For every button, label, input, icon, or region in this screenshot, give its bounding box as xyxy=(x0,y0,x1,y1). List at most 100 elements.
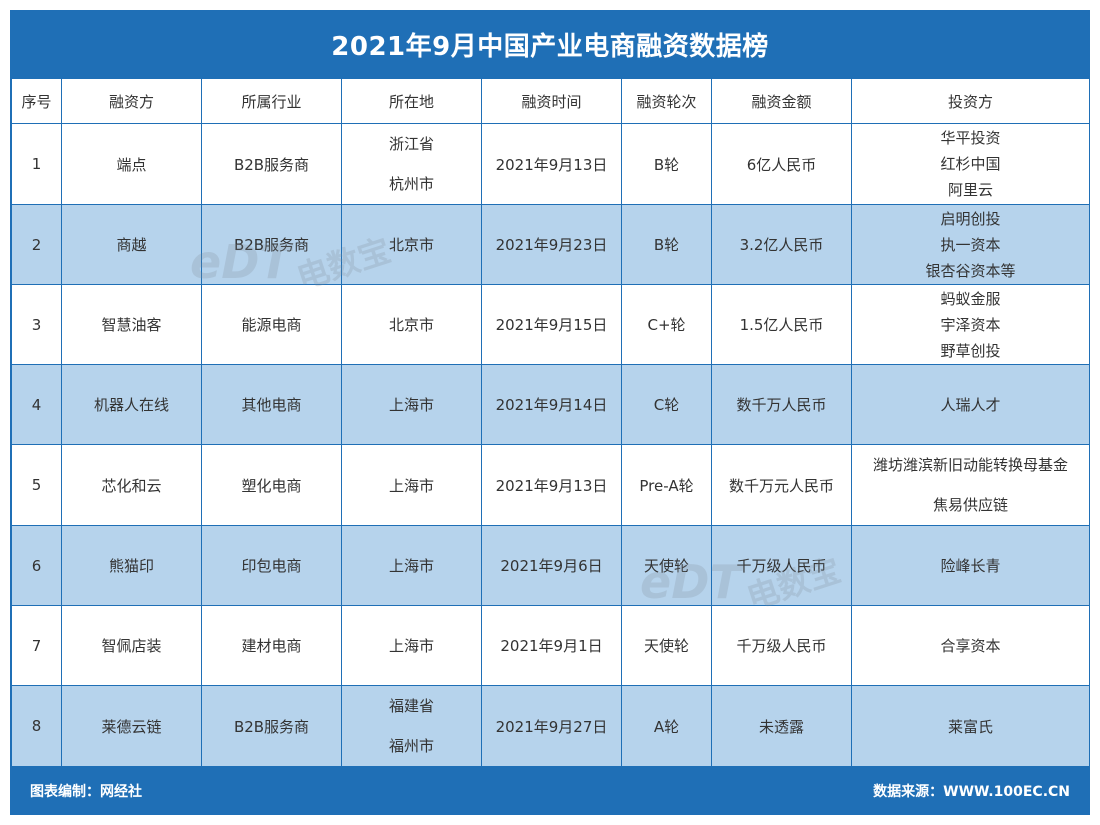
cell-industry: B2B服务商 xyxy=(201,123,342,205)
table-row: 8 莱德云链 B2B服务商 福建省福州市 2021年9月27日 A轮 未透露 莱… xyxy=(11,685,1090,767)
cell-industry: 能源电商 xyxy=(201,284,342,365)
header-location: 所在地 xyxy=(341,78,482,124)
cell-location: 北京市 xyxy=(341,204,482,285)
investor-line: 潍坊潍滨新旧动能转换母基金 xyxy=(872,456,1068,474)
cell-amount: 6亿人民币 xyxy=(711,123,852,205)
report-frame: 2021年9月中国产业电商融资数据榜 序号 融资方 所属行业 所在地 融资时间 … xyxy=(10,10,1090,815)
cell-no: 2 xyxy=(11,204,62,285)
header-company: 融资方 xyxy=(61,78,202,124)
table-row: 3 智慧油客 能源电商 北京市 2021年9月15日 C+轮 1.5亿人民币 蚂… xyxy=(11,284,1090,365)
cell-company: 端点 xyxy=(61,123,202,205)
cell-round: A轮 xyxy=(621,685,712,767)
cell-industry: 印包电商 xyxy=(201,525,342,606)
cell-location: 上海市 xyxy=(341,364,482,445)
cell-no: 1 xyxy=(11,123,62,205)
location-line: 福州市 xyxy=(388,737,434,755)
cell-date: 2021年9月15日 xyxy=(481,284,622,365)
table-row: 5 芯化和云 塑化电商 上海市 2021年9月13日 Pre-A轮 数千万元人民… xyxy=(11,444,1090,526)
cell-round: B轮 xyxy=(621,204,712,285)
header-round: 融资轮次 xyxy=(621,78,712,124)
cell-date: 2021年9月1日 xyxy=(481,605,622,686)
cell-company: 机器人在线 xyxy=(61,364,202,445)
investor-line: 宇泽资本 xyxy=(940,315,1001,334)
cell-round: Pre-A轮 xyxy=(621,444,712,526)
cell-location: 福建省 福州市 xyxy=(341,685,482,767)
cell-company: 熊猫印 xyxy=(61,525,202,606)
cell-company: 智佩店装 xyxy=(61,605,202,686)
cell-no: 7 xyxy=(11,605,62,686)
footer-bar: 图表编制：网经社 数据来源：WWW.100EC.CN xyxy=(10,766,1090,815)
cell-industry: B2B服务商 xyxy=(201,204,342,285)
cell-date: 2021年9月6日 xyxy=(481,525,622,606)
investor-line: 蚂蚁金服 xyxy=(940,289,1001,308)
cell-investors: 启明创投执一资本银杏谷资本等 xyxy=(851,204,1090,285)
cell-no: 4 xyxy=(11,364,62,445)
cell-industry: 塑化电商 xyxy=(201,444,342,526)
cell-round: B轮 xyxy=(621,123,712,205)
cell-investors: 华平投资红杉中国阿里云 xyxy=(851,123,1090,205)
cell-location: 上海市 xyxy=(341,444,482,526)
table-header-row: 序号 融资方 所属行业 所在地 融资时间 融资轮次 融资金额 投资方 xyxy=(11,78,1090,124)
cell-location: 上海市 xyxy=(341,605,482,686)
cell-amount: 千万级人民币 xyxy=(711,605,852,686)
cell-investors: 蚂蚁金服宇泽资本野草创投 xyxy=(851,284,1090,365)
investor-line: 执一资本 xyxy=(940,235,1001,254)
cell-amount: 1.5亿人民币 xyxy=(711,284,852,365)
header-amount: 融资金额 xyxy=(711,78,852,124)
table-row: 6 熊猫印 印包电商 上海市 2021年9月6日 天使轮 千万级人民币 险峰长青 xyxy=(11,525,1090,606)
header-investors: 投资方 xyxy=(851,78,1090,124)
header-date: 融资时间 xyxy=(481,78,622,124)
cell-company: 莱德云链 xyxy=(61,685,202,767)
cell-date: 2021年9月23日 xyxy=(481,204,622,285)
cell-amount: 未透露 xyxy=(711,685,852,767)
cell-industry: 建材电商 xyxy=(201,605,342,686)
cell-round: 天使轮 xyxy=(621,605,712,686)
investor-line: 银杏谷资本等 xyxy=(925,261,1016,280)
cell-no: 6 xyxy=(11,525,62,606)
investor-line: 阿里云 xyxy=(947,181,993,199)
investor-line: 野草创投 xyxy=(940,341,1001,360)
cell-round: C+轮 xyxy=(621,284,712,365)
cell-amount: 数千万人民币 xyxy=(711,364,852,445)
financing-table: 序号 融资方 所属行业 所在地 融资时间 融资轮次 融资金额 投资方 1 端点 … xyxy=(11,78,1090,767)
header-no: 序号 xyxy=(11,78,62,124)
cell-investors: 险峰长青 xyxy=(851,525,1090,606)
cell-amount: 千万级人民币 xyxy=(711,525,852,606)
investor-line: 红杉中国 xyxy=(940,155,1001,173)
cell-date: 2021年9月13日 xyxy=(481,123,622,205)
cell-no: 8 xyxy=(11,685,62,767)
table-row: 2 商越 B2B服务商 北京市 2021年9月23日 B轮 3.2亿人民币 启明… xyxy=(11,204,1090,285)
cell-investors: 莱富氏 xyxy=(851,685,1090,767)
cell-company: 商越 xyxy=(61,204,202,285)
table-row: 4 机器人在线 其他电商 上海市 2021年9月14日 C轮 数千万人民币 人瑞… xyxy=(11,364,1090,445)
cell-investors: 合享资本 xyxy=(851,605,1090,686)
cell-no: 3 xyxy=(11,284,62,365)
cell-amount: 3.2亿人民币 xyxy=(711,204,852,285)
cell-company: 智慧油客 xyxy=(61,284,202,365)
cell-company: 芯化和云 xyxy=(61,444,202,526)
cell-amount: 数千万元人民币 xyxy=(711,444,852,526)
cell-location: 北京市 xyxy=(341,284,482,365)
cell-location: 浙江省 杭州市 xyxy=(341,123,482,205)
cell-location: 上海市 xyxy=(341,525,482,606)
cell-investors: 人瑞人才 xyxy=(851,364,1090,445)
investor-line: 焦易供应链 xyxy=(932,496,1008,514)
cell-date: 2021年9月14日 xyxy=(481,364,622,445)
investor-line: 启明创投 xyxy=(940,209,1001,228)
page-title: 2021年9月中国产业电商融资数据榜 xyxy=(331,31,769,62)
cell-investors: 潍坊潍滨新旧动能转换母基金 焦易供应链 xyxy=(851,444,1090,526)
cell-date: 2021年9月27日 xyxy=(481,685,622,767)
footer-compiler: 图表编制：网经社 xyxy=(30,783,142,800)
location-line: 福建省 xyxy=(388,697,434,715)
investor-line: 华平投资 xyxy=(940,129,1001,147)
table-row: 7 智佩店装 建材电商 上海市 2021年9月1日 天使轮 千万级人民币 合享资… xyxy=(11,605,1090,686)
table-row: 1 端点 B2B服务商 浙江省 杭州市 2021年9月13日 B轮 6亿人民币 华… xyxy=(11,123,1090,205)
cell-industry: 其他电商 xyxy=(201,364,342,445)
cell-date: 2021年9月13日 xyxy=(481,444,622,526)
location-line: 杭州市 xyxy=(388,175,434,193)
header-industry: 所属行业 xyxy=(201,78,342,124)
footer-source: 数据来源：WWW.100EC.CN xyxy=(873,783,1070,800)
cell-industry: B2B服务商 xyxy=(201,685,342,767)
cell-round: 天使轮 xyxy=(621,525,712,606)
cell-round: C轮 xyxy=(621,364,712,445)
